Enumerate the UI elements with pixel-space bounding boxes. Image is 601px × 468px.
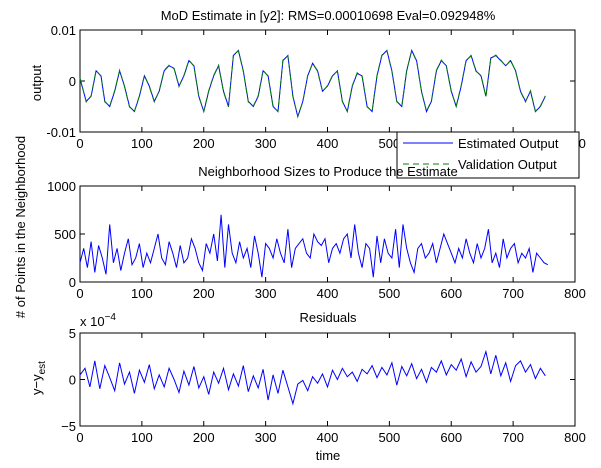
xtick-label: 0 bbox=[76, 430, 83, 445]
scale-exponent: −4 bbox=[105, 312, 117, 323]
ytick-label: 0 bbox=[69, 74, 76, 89]
legend-validation-label: Validation Output bbox=[458, 157, 557, 172]
ytick-label: 0 bbox=[69, 373, 76, 388]
subplot-estimate-frame bbox=[79, 29, 576, 133]
legend: Estimated Output Validation Output bbox=[396, 131, 580, 179]
ylabel-main: y−y bbox=[29, 374, 44, 395]
ytick-label: 1000 bbox=[47, 179, 76, 194]
subplot-residuals-ticks: 0 100 200 300 400 500 600 700 800−505 bbox=[61, 326, 586, 445]
subplot-estimate: MoD Estimate in [y2]: RMS=0.00010698 Eva… bbox=[29, 8, 586, 179]
subplot-residuals-frame bbox=[79, 332, 576, 427]
subplot-residuals: Residuals x 10−4 y−yest 0 100 200 300 400 500… bbox=[29, 310, 586, 445]
figure-xlabel: time bbox=[316, 448, 341, 463]
legend-estimated-label: Estimated Output bbox=[458, 136, 559, 151]
scale-label: x 10 bbox=[80, 314, 105, 329]
subplot-neighborhood-lines bbox=[79, 214, 549, 278]
subplot-residuals-title: Residuals bbox=[299, 310, 357, 325]
xtick-label: 100 bbox=[131, 430, 153, 445]
xtick-label: 700 bbox=[502, 430, 524, 445]
subplot-neighborhood-ticks: 0 100 200 300 400 500 600 700 800 0 500 1000 bbox=[47, 179, 586, 301]
xtick-label: 0 bbox=[76, 286, 83, 301]
ylabel-sub: est bbox=[37, 361, 48, 375]
xtick-label: 200 bbox=[193, 430, 215, 445]
ytick-label: 0.01 bbox=[51, 23, 76, 38]
xtick-label: 500 bbox=[379, 430, 401, 445]
subplot-neighborhood: Neighborhood Sizes to Produce the Estima… bbox=[13, 136, 586, 318]
xtick-label: 800 bbox=[564, 286, 586, 301]
ytick-label: 5 bbox=[69, 326, 76, 341]
xtick-label: 500 bbox=[379, 136, 401, 151]
xtick-label: 0 bbox=[76, 136, 83, 151]
subplot-residuals-scale: x 10−4 bbox=[80, 312, 116, 329]
subplot-neighborhood-frame bbox=[79, 185, 576, 283]
subplot-estimate-title: MoD Estimate in [y2]: RMS=0.00010698 Eva… bbox=[161, 8, 496, 23]
subplot-residuals-ylabel: y−yest bbox=[29, 361, 48, 395]
xtick-label: 700 bbox=[502, 286, 524, 301]
ytick-label: −5 bbox=[61, 419, 76, 434]
subplot-neighborhood-ylabel: # of Points in the Neighborhood bbox=[13, 136, 28, 318]
xtick-label: 200 bbox=[193, 286, 215, 301]
subplot-residuals-lines bbox=[79, 349, 546, 406]
xtick-label: 600 bbox=[440, 286, 462, 301]
xtick-label: 400 bbox=[317, 136, 339, 151]
xtick-label: 100 bbox=[131, 136, 153, 151]
ytick-label: -0.01 bbox=[46, 125, 76, 140]
xtick-label: 400 bbox=[317, 286, 339, 301]
subplot-estimate-lines bbox=[79, 48, 546, 119]
xtick-label: 800 bbox=[564, 430, 586, 445]
series-line-0-1 bbox=[79, 49, 546, 118]
xtick-label: 500 bbox=[379, 286, 401, 301]
subplot-neighborhood-title: Neighborhood Sizes to Produce the Estima… bbox=[198, 164, 457, 179]
ytick-label: 500 bbox=[54, 227, 76, 242]
legend-box bbox=[396, 131, 580, 179]
xtick-label: 300 bbox=[255, 430, 277, 445]
xtick-label: 300 bbox=[255, 286, 277, 301]
xtick-label: 400 bbox=[317, 430, 339, 445]
ytick-label: 0 bbox=[69, 275, 76, 290]
xtick-label: 100 bbox=[131, 286, 153, 301]
subplot-estimate-ylabel: output bbox=[29, 65, 44, 102]
series-line-2-0 bbox=[79, 349, 546, 406]
xtick-label: 200 bbox=[193, 136, 215, 151]
xtick-label: 300 bbox=[255, 136, 277, 151]
series-line-1-0 bbox=[79, 214, 549, 278]
xtick-label: 600 bbox=[440, 430, 462, 445]
